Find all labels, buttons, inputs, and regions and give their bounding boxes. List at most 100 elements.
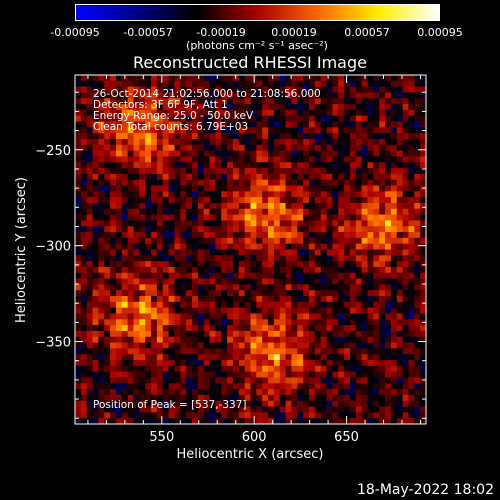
heatmap-cell: [385, 92, 392, 99]
heatmap-cell: [291, 313, 298, 320]
heatmap-cell: [344, 261, 351, 268]
heatmap-cell: [127, 301, 134, 309]
heatmap-cell: [244, 255, 251, 262]
heatmap-cell: [379, 191, 386, 198]
heatmap-cell: [156, 272, 164, 279]
heatmap-cell: [349, 197, 357, 204]
heatmap-cell: [332, 249, 339, 256]
heatmap-cell: [174, 389, 181, 396]
heatmap-cell: [156, 109, 164, 117]
heatmap-cell: [115, 307, 123, 314]
heatmap-cell: [355, 133, 363, 140]
heatmap-cell: [244, 185, 251, 192]
heatmap-cell: [402, 418, 409, 425]
heatmap-cell: [273, 197, 281, 204]
heatmap-cell: [291, 202, 298, 210]
heatmap-cell: [297, 75, 304, 82]
heatmap-cell: [215, 237, 222, 245]
heatmap-cell: [279, 307, 286, 314]
heatmap-cell: [174, 412, 181, 419]
heatmap-cell: [186, 249, 193, 256]
heatmap-cell: [98, 278, 105, 285]
heatmap-cell: [186, 272, 193, 279]
heatmap-cell: [256, 109, 263, 117]
heatmap-cell: [303, 412, 310, 419]
heatmap-cell: [203, 173, 210, 181]
heatmap-cell: [174, 418, 181, 425]
heatmap-cell: [355, 296, 363, 303]
heatmap-cell: [197, 237, 205, 245]
heatmap-cell: [80, 202, 88, 210]
heatmap-cell: [80, 307, 88, 314]
heatmap-cell: [80, 191, 88, 198]
heatmap-cell: [238, 389, 246, 396]
heatmap-cell: [390, 336, 398, 343]
heatmap-cell: [309, 202, 316, 210]
heatmap-cell: [420, 202, 427, 210]
heatmap-cell: [156, 98, 164, 105]
heatmap-cell: [402, 138, 409, 146]
heatmap-cell: [92, 360, 99, 367]
heatmap-cell: [338, 383, 345, 390]
heatmap-cell: [115, 400, 123, 407]
heatmap-cell: [215, 342, 222, 349]
heatmap-cell: [408, 104, 415, 111]
heatmap-cell: [238, 371, 246, 378]
heatmap-cell: [162, 127, 169, 134]
heatmap-cell: [273, 168, 281, 175]
heatmap-cell: [326, 325, 333, 332]
heatmap-cell: [250, 406, 257, 413]
heatmap-cell: [326, 150, 333, 157]
heatmap-cell: [197, 133, 205, 140]
heatmap-cell: [244, 150, 251, 157]
heatmap-cell: [139, 80, 146, 88]
heatmap-cell: [86, 109, 93, 117]
heatmap-cell: [209, 290, 216, 297]
heatmap-cell: [145, 168, 152, 175]
heatmap-cell: [145, 284, 152, 291]
heatmap-cell: [162, 325, 169, 332]
heatmap-cell: [197, 418, 205, 425]
heatmap-cell: [209, 383, 216, 390]
heatmap-cell: [291, 319, 298, 326]
heatmap-cell: [285, 383, 292, 390]
heatmap-cell: [227, 261, 234, 268]
heatmap-cell: [180, 249, 187, 256]
heatmap-cell: [361, 191, 368, 198]
heatmap-cell: [385, 389, 392, 396]
heatmap-cell: [273, 412, 281, 419]
heatmap-cell: [104, 278, 111, 285]
heatmap-cell: [145, 214, 152, 221]
heatmap-cell: [104, 191, 111, 198]
heatmap-cell: [385, 75, 392, 82]
heatmap-cell: [279, 197, 286, 204]
heatmap-cell: [349, 371, 357, 378]
heatmap-cell: [115, 80, 123, 88]
heatmap-cell: [162, 144, 169, 152]
heatmap-cell: [203, 80, 210, 88]
heatmap-cell: [297, 98, 304, 105]
heatmap-cell: [127, 365, 134, 373]
heatmap-cell: [268, 389, 275, 396]
heatmap-cell: [244, 162, 251, 169]
heatmap-cell: [145, 220, 152, 227]
heatmap-cell: [314, 354, 322, 361]
heatmap-cell: [344, 290, 351, 297]
heatmap-cell: [238, 418, 246, 425]
heatmap-cell: [139, 109, 146, 117]
heatmap-cell: [291, 138, 298, 146]
heatmap-cell: [273, 109, 281, 117]
heatmap-cell: [244, 307, 251, 314]
heatmap-cell: [256, 156, 263, 163]
heatmap-cell: [192, 104, 199, 111]
heatmap-cell: [273, 348, 281, 355]
heatmap-cell: [104, 237, 111, 245]
heatmap-cell: [268, 371, 275, 378]
heatmap-cell: [408, 394, 415, 402]
heatmap-cell: [396, 197, 403, 204]
heatmap-cell: [408, 290, 415, 297]
heatmap-cell: [244, 278, 251, 285]
heatmap-cell: [162, 394, 169, 402]
heatmap-cell: [203, 383, 210, 390]
heatmap-cell: [127, 156, 134, 163]
